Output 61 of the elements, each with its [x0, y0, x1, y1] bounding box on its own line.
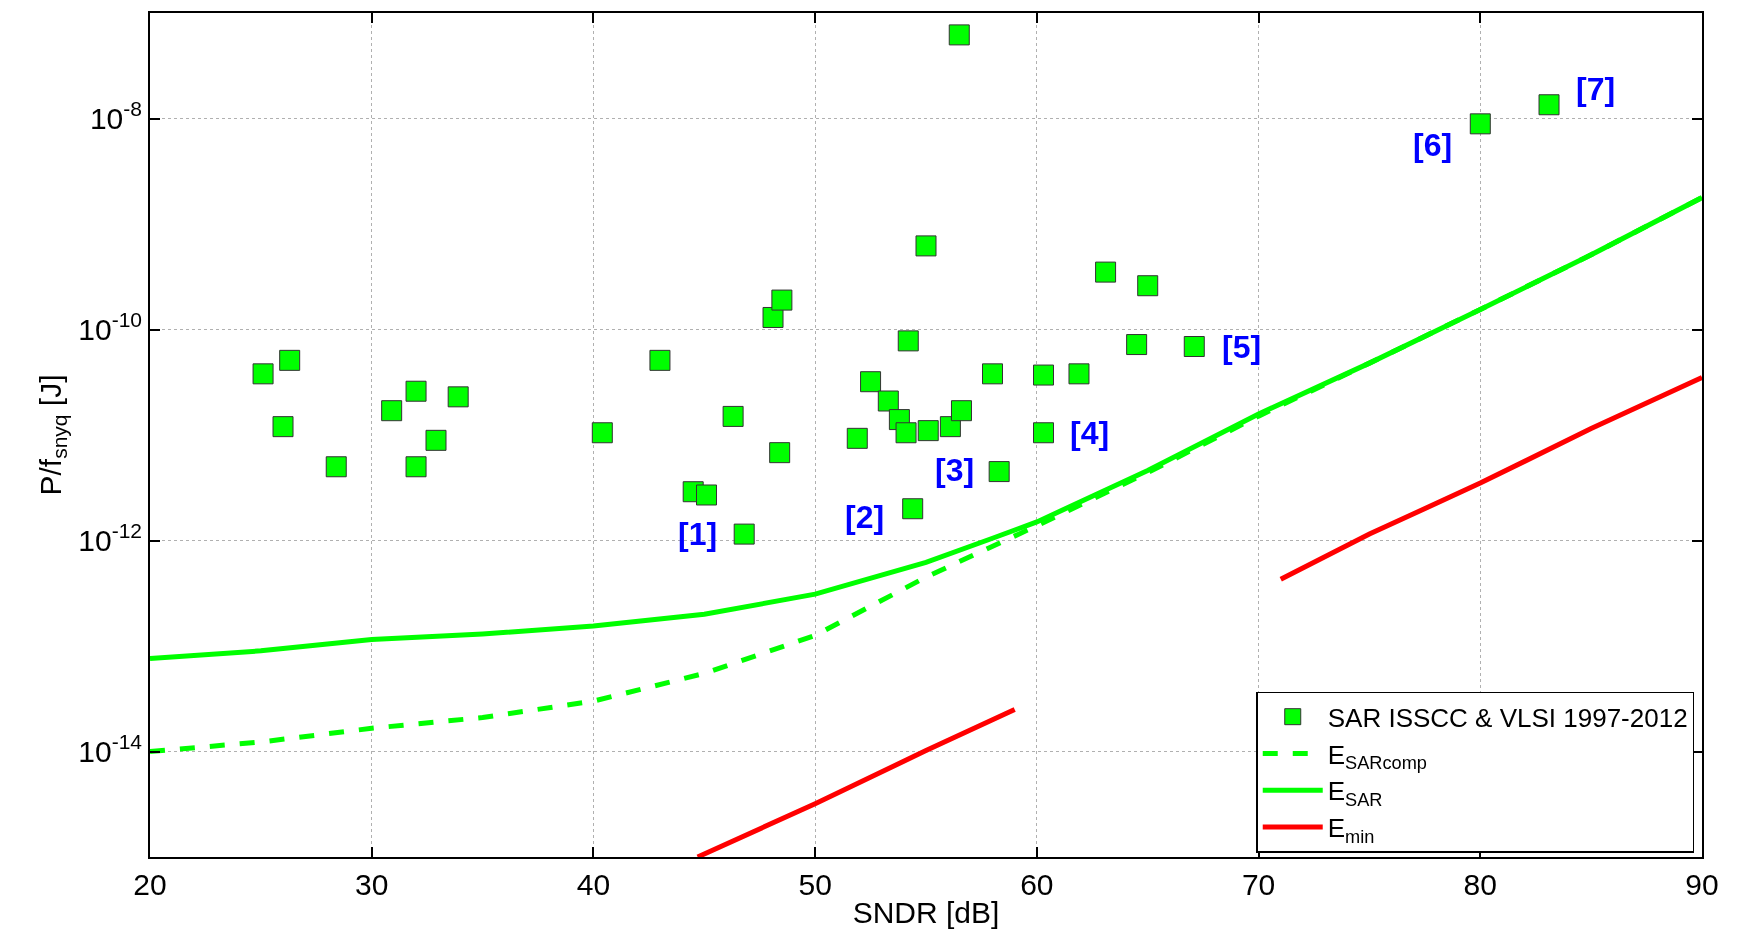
point: [1033, 422, 1055, 444]
point: [982, 363, 1004, 385]
x-tick-label: 60: [1020, 868, 1054, 901]
point: [447, 386, 469, 408]
point: [846, 427, 868, 449]
point: [771, 289, 793, 311]
point: [1068, 363, 1090, 385]
annotation: [1]: [678, 516, 718, 552]
point: [405, 456, 427, 478]
point: [425, 429, 447, 451]
y-tick-label: 10$^{-14}$: [78, 730, 143, 768]
legend-label: E$_{min}$: [1327, 813, 1375, 847]
point: [1137, 275, 1159, 297]
point: [917, 420, 939, 442]
point: [722, 405, 744, 427]
point: [902, 498, 924, 520]
point: [1469, 113, 1491, 135]
point: [1126, 334, 1148, 356]
point: [381, 400, 403, 422]
point: [272, 416, 294, 438]
x-tick-label: 80: [1463, 868, 1497, 901]
y-tick-label: 10$^{-8}$: [89, 97, 142, 135]
legend-label: E$_{SARcomp}$: [1327, 739, 1427, 774]
point: [769, 442, 791, 464]
x-axis-title: SNDR [dB]: [852, 896, 1000, 929]
point: [591, 422, 613, 444]
legend-label: SAR ISSCC & VLSI 1997-2012: [1327, 702, 1688, 733]
x-tick-label: 40: [576, 868, 611, 901]
x-tick-label: 90: [1685, 868, 1719, 901]
point: [897, 330, 919, 352]
point: [895, 422, 917, 444]
point: [696, 484, 717, 506]
point: [1033, 364, 1055, 386]
annotation: [7]: [1576, 71, 1616, 107]
annotation: [2]: [845, 499, 885, 535]
x-tick-label: 50: [798, 868, 832, 901]
point: [988, 461, 1010, 483]
point: [950, 400, 972, 422]
point: [860, 371, 882, 393]
point: [405, 380, 427, 402]
x-tick-label: 20: [133, 868, 167, 901]
point: [1183, 336, 1205, 357]
point: [252, 363, 274, 385]
annotation: [3]: [935, 452, 975, 488]
point: [948, 24, 970, 46]
point: [325, 456, 347, 478]
point: [279, 349, 301, 371]
annotation: [5]: [1222, 329, 1262, 365]
point: [1095, 261, 1117, 283]
y-tick-label: 10$^{-10}$: [78, 308, 142, 346]
y-tick-label: 10$^{-12}$: [78, 519, 142, 557]
point: [733, 523, 755, 545]
annotation: [6]: [1413, 127, 1453, 163]
legend-label: E$_{SAR}$: [1327, 776, 1383, 810]
annotation: [4]: [1070, 415, 1110, 451]
x-tick-label: 70: [1241, 868, 1276, 901]
point: [877, 390, 899, 412]
point: [1538, 94, 1560, 116]
point: [915, 235, 937, 257]
point: [649, 349, 671, 371]
x-tick-label: 30: [355, 868, 389, 901]
